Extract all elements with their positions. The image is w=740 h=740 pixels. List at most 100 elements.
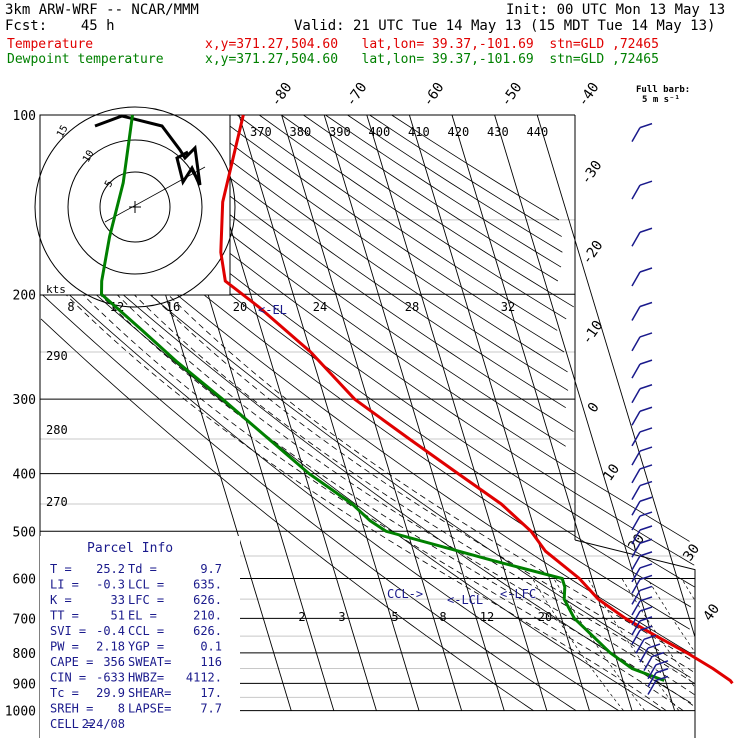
moist-adiabat xyxy=(52,280,667,711)
parcel-value: 626. xyxy=(193,593,222,607)
wind-barb xyxy=(639,625,653,631)
parcel-value: 33 xyxy=(111,593,125,607)
isotherm-label: -10 xyxy=(579,318,607,348)
pressure-tick-label: 1000 xyxy=(5,705,36,720)
dry-adiabat xyxy=(303,114,559,282)
wind-barb xyxy=(631,184,641,200)
moist-adiabat-label: 28 xyxy=(405,300,419,314)
parcel-info-title: Parcel Info xyxy=(87,541,173,556)
plot-border-extension xyxy=(574,539,696,738)
moist-adiabat-label: 16 xyxy=(166,300,180,314)
wind-barb xyxy=(631,542,641,558)
wind-barb xyxy=(647,643,661,649)
model-title: 3km ARW-WRF -- NCAR/MMM xyxy=(5,2,199,18)
parcel-label: CAPE = xyxy=(50,655,93,669)
wind-barb xyxy=(639,384,653,390)
moist-adiabat-label: 20 xyxy=(233,300,247,314)
init-time: Init: 00 UTC Mon 13 May 13 xyxy=(506,2,726,18)
wind-barb xyxy=(639,427,653,433)
wind-barb xyxy=(639,647,649,663)
isotherm xyxy=(494,114,676,711)
wind-barb xyxy=(631,431,641,447)
isotherm xyxy=(195,114,377,711)
isotherm-label: -70 xyxy=(343,80,371,110)
wind-barb xyxy=(635,638,645,654)
dewpoint-location: x,y=371.27,504.60 lat,lon= 39.37,-101.69… xyxy=(205,52,659,67)
temperature-profile xyxy=(219,114,734,685)
parcel-value: 0.1 xyxy=(200,640,222,654)
parcel-label: LAPSE= xyxy=(128,702,171,716)
wind-barb xyxy=(639,446,653,452)
hodograph-ring xyxy=(34,106,236,308)
wind-barb xyxy=(631,388,641,404)
hodograph-trace xyxy=(94,114,202,186)
wind-barb xyxy=(639,616,653,622)
dry-adiabat xyxy=(43,201,691,678)
wind-barb xyxy=(631,629,641,645)
parcel-label: SWEAT= xyxy=(128,655,171,669)
parcel-label: K = xyxy=(50,593,72,607)
moist-adiabat xyxy=(51,182,694,672)
isotherm-label: 40 xyxy=(700,601,723,624)
isotherm-label: -40 xyxy=(575,80,603,110)
isotherm-label: 0 xyxy=(585,400,603,416)
dry-adiabat xyxy=(43,139,692,608)
pressure-tick-label: 300 xyxy=(13,393,36,408)
parcel-value: 626. xyxy=(193,624,222,638)
pressure-tick-label: 400 xyxy=(13,468,36,483)
isotherm xyxy=(536,114,696,637)
isotherm-label: 20 xyxy=(625,531,648,554)
forecast-hour: Fcst: 45 h xyxy=(5,18,115,34)
parcel-label: HWBZ= xyxy=(128,671,164,685)
isotherm-label: 10 xyxy=(600,461,623,484)
wind-barb xyxy=(639,574,653,581)
parcel-value: 224/08 xyxy=(82,717,125,731)
parcel-label: CELL = xyxy=(50,717,93,731)
isotherm xyxy=(323,114,505,711)
theta-e-label: 370 xyxy=(250,125,272,139)
wind-barb xyxy=(655,660,669,666)
mixing-ratio-label: 8 xyxy=(439,610,446,624)
wind-barb xyxy=(631,500,641,516)
wind-barb xyxy=(639,538,653,544)
theta-e-label: 440 xyxy=(527,125,549,139)
wind-barb xyxy=(639,180,653,186)
isotherm xyxy=(408,114,590,711)
dry-adiabat xyxy=(369,114,562,237)
dry-adiabat xyxy=(148,114,566,408)
parcel-value: 635. xyxy=(193,578,222,592)
dry-adiabat-label: 270 xyxy=(46,495,68,509)
theta-e-label: 390 xyxy=(329,125,351,139)
dry-adiabat xyxy=(214,114,565,353)
wind-barb xyxy=(647,664,657,680)
temperature-legend: Temperature xyxy=(7,37,94,52)
mixing-ratio-label: 12 xyxy=(480,610,494,624)
hodograph-ring xyxy=(67,139,203,275)
wind-barb xyxy=(631,271,641,287)
isotherm-label: -50 xyxy=(498,80,526,110)
theta-e-label: 430 xyxy=(487,125,509,139)
pressure-tick-label: 200 xyxy=(13,288,36,303)
wind-barb xyxy=(631,529,641,545)
wind-barb xyxy=(643,656,653,671)
pressure-tick-label: 800 xyxy=(13,647,36,662)
pressure-tick-label: 600 xyxy=(13,572,36,587)
wind-barb xyxy=(655,668,669,674)
wind-barb xyxy=(639,496,653,502)
moist-adiabat xyxy=(49,201,695,684)
wind-barb xyxy=(631,336,641,352)
wind-barb xyxy=(647,672,657,688)
parcel-value: 2.18 xyxy=(96,640,125,654)
dry-adiabat xyxy=(192,114,568,373)
barb-legend-line2: 5 m s⁻¹ xyxy=(642,95,680,105)
parcel-label: EL = xyxy=(128,609,157,623)
dry-adiabat-label: 290 xyxy=(46,349,68,363)
hodograph-ring-label: 15 xyxy=(55,124,71,140)
dry-adiabat xyxy=(53,280,619,711)
valid-time: Valid: 21 UTC Tue 14 May 13 (15 MDT Tue … xyxy=(294,18,716,34)
parcel-value: 356 xyxy=(103,655,125,669)
barb-legend-line1: Full barb: xyxy=(636,85,691,95)
wind-barb xyxy=(639,525,653,531)
dry-adiabat xyxy=(259,114,567,320)
